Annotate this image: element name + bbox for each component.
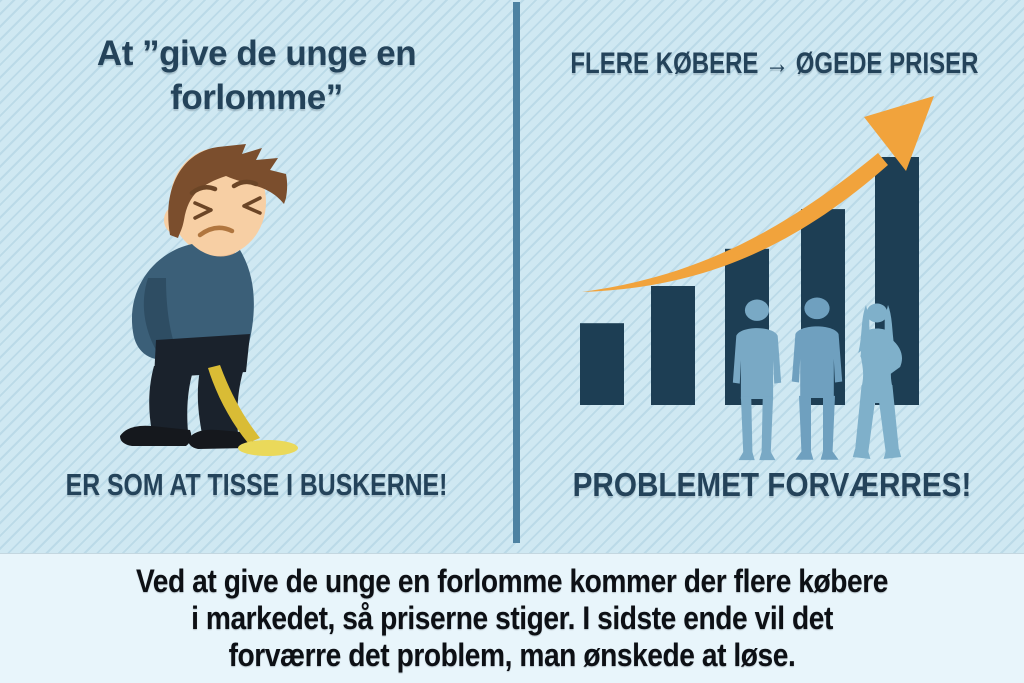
- bar-2: [651, 286, 695, 405]
- footer-summary: Ved at give de unge en forlomme kommer d…: [0, 553, 1024, 683]
- footer-line-2: i markedet, så priserne stiger. I sidste…: [191, 600, 833, 636]
- pee-stream: [208, 365, 260, 443]
- buyer-silhouette-woman: [852, 303, 903, 459]
- right-panel-title: FLERE KØBERE → ØGEDE PRISER: [570, 47, 979, 80]
- panel-divider: [513, 2, 520, 543]
- man-eyebrows: [189, 179, 259, 196]
- man-frown-mouth: [197, 225, 235, 238]
- man-closed-eyes: [193, 196, 262, 220]
- man-shoes: [120, 425, 254, 449]
- buyer-silhouette-man-1: [732, 299, 782, 461]
- bar-1: [580, 323, 624, 405]
- left-panel-caption: ER SOM AT TISSE I BUSKERNE!: [65, 467, 448, 502]
- pee-puddle: [238, 440, 298, 456]
- footer-line-1: Ved at give de unge en forlomme kommer d…: [135, 563, 889, 599]
- top-section: At ”give de unge en forlomme”: [0, 0, 1024, 553]
- left-panel-title: At ”give de unge en forlomme”: [96, 34, 417, 117]
- peeing-man-illustration: [120, 144, 298, 456]
- buyer-silhouette-man-2: [791, 297, 843, 460]
- bar-chart: [580, 96, 934, 461]
- man-hair: [168, 144, 288, 238]
- right-panel-caption: PROBLEMET FORVÆRRES!: [572, 466, 972, 503]
- right-panel: FLERE KØBERE → ØGEDE PRISER: [520, 0, 1024, 553]
- footer-line-3: forværre det problem, man ønskede at løs…: [228, 637, 796, 673]
- left-panel: At ”give de unge en forlomme”: [0, 0, 513, 553]
- man-sleeve: [143, 278, 178, 354]
- trend-arrow-icon: [582, 96, 934, 292]
